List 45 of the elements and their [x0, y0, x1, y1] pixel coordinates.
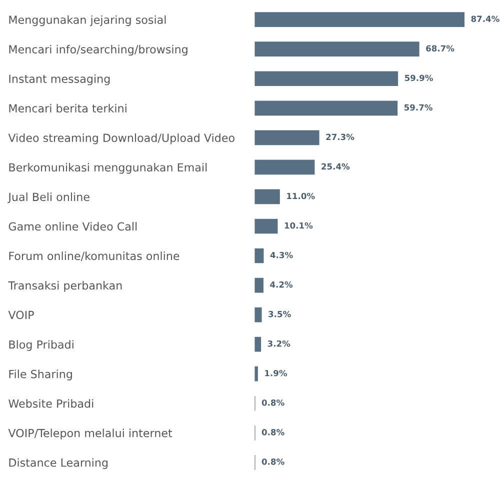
data-label: 87.4% — [471, 16, 500, 22]
bar — [254, 10, 466, 28]
y-tick-label: File Sharing — [9, 370, 72, 380]
data-label: 59.9% — [404, 74, 433, 82]
bar — [254, 217, 280, 236]
data-label: 0.8% — [262, 429, 284, 436]
data-label: 25.4% — [322, 163, 350, 170]
data-label: 0.8% — [262, 399, 284, 406]
bar — [254, 246, 266, 265]
bar — [254, 158, 316, 176]
data-label: 27.3% — [326, 134, 354, 140]
y-tick-label: Forum online/komunitas online — [9, 252, 180, 262]
y-tick-label: VOIP — [8, 310, 34, 320]
data-label: 1.9% — [265, 370, 288, 376]
bar — [254, 99, 399, 117]
y-tick-label: Berkomunikasi menggunakan Email — [9, 162, 207, 174]
y-tick-label: Website Pribadi — [8, 399, 94, 408]
y-tick-label: Menggunakan jejaring sosial — [9, 15, 166, 26]
y-tick-label: Mencari berita terkini — [9, 104, 126, 113]
data-label: 59.7% — [404, 104, 432, 111]
y-tick-label: Mencari info/searching/browsing — [9, 44, 188, 56]
data-label: 4.2% — [270, 281, 293, 288]
y-tick-label: Instant messaging — [9, 74, 110, 86]
data-label: 3.2% — [268, 340, 290, 347]
data-label: 10.1% — [284, 222, 313, 229]
bar — [254, 365, 260, 383]
bar — [254, 188, 282, 206]
bar — [254, 276, 265, 294]
data-label: 3.5% — [268, 310, 291, 318]
bar — [254, 336, 262, 354]
data-label: 0.8% — [262, 458, 284, 465]
y-tick-label: VOIP/Telepon melalui internet — [8, 428, 172, 440]
bar — [254, 306, 264, 324]
data-label: 11.0% — [287, 192, 315, 200]
y-tick-label: Jual Beli online — [8, 192, 90, 204]
y-tick-label: Video streaming Download/Upload Video — [8, 133, 234, 144]
data-label: 4.3% — [270, 252, 293, 258]
y-tick-label: Blog Pribadi — [9, 340, 74, 351]
y-tick-label: Distance Learning — [9, 458, 108, 469]
y-tick-label: Game online Video Call — [8, 222, 137, 231]
bar — [254, 128, 321, 146]
data-label: 68.7% — [426, 45, 454, 52]
bar — [254, 70, 400, 88]
bar — [254, 40, 421, 58]
y-tick-label: Transaksi perbankan — [8, 281, 122, 292]
